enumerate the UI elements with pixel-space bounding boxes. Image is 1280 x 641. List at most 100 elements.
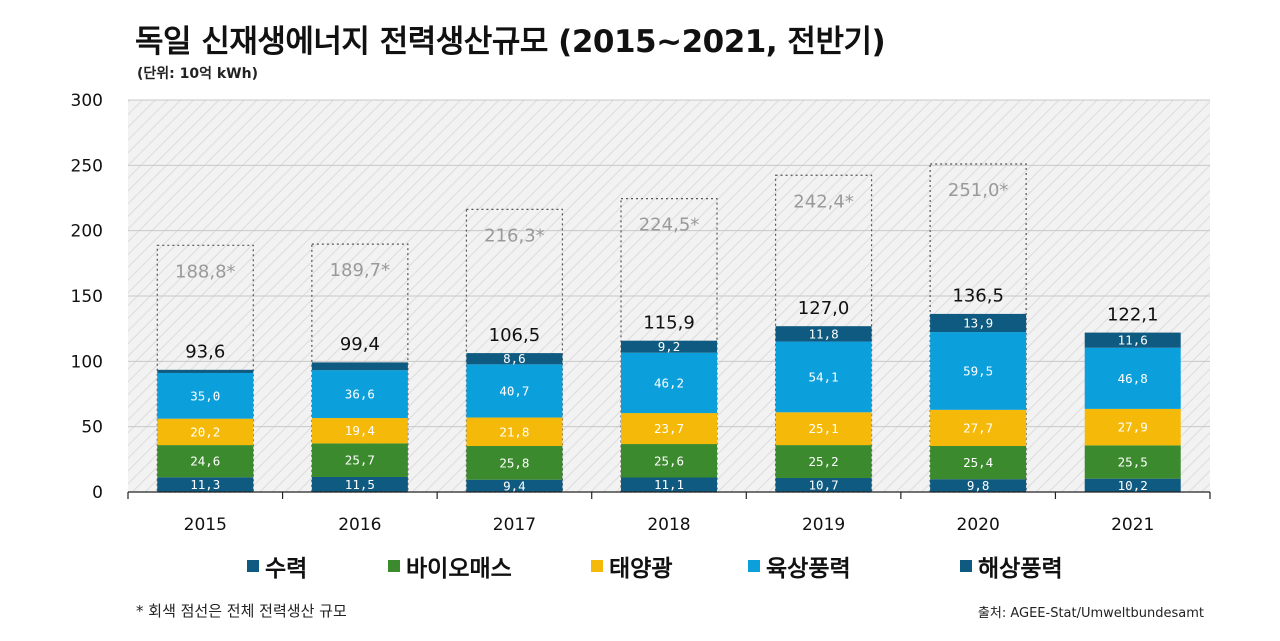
- data-label-onshore-wind: 40,7: [499, 383, 529, 398]
- legend-label-offshore-wind: 해상풍력: [978, 556, 1063, 582]
- square-marker-icon: [591, 560, 603, 572]
- overall-total-label: 216,3*: [484, 225, 545, 246]
- y-tick-label: 50: [81, 418, 103, 438]
- overall-total-label: 189,7*: [330, 260, 391, 281]
- unit-label: (단위: 10억 kWh): [137, 66, 258, 82]
- y-tick-label: 0: [92, 483, 103, 503]
- square-marker-icon: [247, 560, 259, 572]
- y-tick-label: 150: [71, 287, 103, 307]
- bar-segment-hydro: [157, 477, 254, 492]
- data-label-solar: 20,2: [190, 424, 220, 439]
- square-marker-icon: [748, 560, 760, 572]
- bar-segment-onshore-wind: [775, 341, 872, 413]
- bar-segment-offshore-wind: [466, 353, 563, 365]
- x-tick-label: 2019: [802, 515, 845, 535]
- data-label-solar: 19,4: [345, 423, 375, 438]
- total-label: 122,1: [1107, 304, 1159, 325]
- bar-segment-onshore-wind: [621, 352, 717, 414]
- bar-segment-hydro: [1084, 478, 1181, 492]
- overall-total-label: 242,4*: [793, 191, 854, 212]
- bar-segment-solar: [621, 413, 717, 445]
- bar-segment-biomass: [157, 445, 254, 478]
- data-label-biomass: 25,6: [654, 453, 684, 468]
- data-label-onshore-wind: 54,1: [809, 369, 839, 384]
- data-label-solar: 25,1: [809, 421, 839, 436]
- data-label-hydro: 10,2: [1118, 478, 1148, 493]
- bar-segment-solar: [311, 418, 408, 444]
- total-label: 106,5: [489, 325, 541, 346]
- bar-segment-hydro: [621, 477, 717, 492]
- bar-segment-onshore-wind: [930, 332, 1027, 410]
- legend-item-onshore-wind: 육상풍력: [748, 546, 851, 586]
- legend-label-biomass: 바이오매스: [406, 556, 512, 582]
- x-tick-label: 2016: [338, 515, 381, 535]
- data-label-hydro: 11,5: [345, 477, 375, 492]
- data-label-offshore-wind: 13,9: [963, 315, 993, 330]
- bar-segment-offshore-wind: [1084, 332, 1181, 348]
- legend-label-hydro: 수력: [265, 556, 308, 582]
- bar-segment-hydro: [930, 479, 1027, 492]
- legend-item-biomass: 바이오매스: [388, 546, 512, 586]
- source-note: 출처: AGEE-Stat/Umweltbundesamt: [977, 606, 1204, 621]
- total-label: 99,4: [340, 334, 380, 355]
- total-label: 127,0: [798, 298, 850, 319]
- bar-segment-hydro: [311, 476, 408, 492]
- data-label-solar: 27,9: [1118, 420, 1148, 435]
- data-label-solar: 21,8: [499, 424, 529, 439]
- data-label-onshore-wind: 46,2: [654, 375, 684, 390]
- square-marker-icon: [960, 560, 972, 572]
- overall-total-label: 224,5*: [639, 215, 700, 236]
- bar-segment-biomass: [311, 443, 408, 477]
- bar-segment-offshore-wind: [157, 369, 254, 373]
- bar-segment-hydro: [775, 478, 872, 492]
- bar-segment-biomass: [930, 446, 1027, 480]
- x-tick-label: 2018: [647, 515, 690, 535]
- bar-segment-onshore-wind: [466, 364, 563, 418]
- data-label-biomass: 25,4: [963, 455, 993, 470]
- bar-segment-biomass: [621, 444, 717, 478]
- data-label-onshore-wind: 59,5: [963, 363, 993, 378]
- x-tick-label: 2021: [1111, 515, 1154, 535]
- bar-segment-onshore-wind: [311, 370, 408, 419]
- data-label-offshore-wind: 11,8: [809, 326, 839, 341]
- data-label-solar: 23,7: [654, 421, 684, 436]
- data-label-onshore-wind: 35,0: [190, 388, 220, 403]
- footnote: * 회색 점선은 전체 전력생산 규모: [136, 602, 347, 620]
- bar-segment-solar: [775, 412, 872, 446]
- bar-segment-solar: [930, 409, 1027, 447]
- legend-item-solar: 태양광: [591, 546, 672, 586]
- stacked-bar-chart: 0 50 100 150 200 250 300 188,8* 11,3 24,6 20,2 35,0…: [71, 91, 1211, 535]
- chart-legend: 수력 바이오매스 태양광 육상풍력 해상풍력: [0, 546, 1280, 586]
- legend-item-offshore-wind: 해상풍력: [960, 546, 1063, 586]
- data-label-onshore-wind: 46,8: [1118, 371, 1148, 386]
- legend-label-solar: 태양광: [609, 556, 673, 582]
- bar-segment-biomass: [1084, 445, 1181, 479]
- legend-label-onshore-wind: 육상풍력: [766, 556, 851, 582]
- y-tick-label: 100: [71, 352, 103, 372]
- data-label-hydro: 10,7: [809, 478, 839, 493]
- data-label-biomass: 25,2: [809, 454, 839, 469]
- data-label-solar: 27,7: [963, 420, 993, 435]
- data-label-biomass: 25,7: [345, 453, 375, 468]
- data-label-offshore-wind: 9,2: [658, 339, 681, 354]
- bar-segment-onshore-wind: [1084, 347, 1181, 409]
- chart-title: 독일 신재생에너지 전력생산규모 (2015~2021, 전반기): [135, 24, 886, 60]
- x-tick-label: 2017: [493, 515, 536, 535]
- square-marker-icon: [388, 560, 400, 572]
- y-tick-label: 300: [71, 91, 103, 111]
- data-label-onshore-wind: 36,6: [345, 387, 375, 402]
- bar-segment-offshore-wind: [930, 313, 1027, 333]
- bar-segment-onshore-wind: [157, 372, 254, 419]
- overall-total-label: 188,8*: [175, 261, 236, 282]
- data-label-hydro: 9,4: [503, 478, 526, 493]
- bar-segment-hydro: [466, 479, 563, 492]
- data-label-biomass: 24,6: [190, 454, 220, 469]
- x-tick-label: 2020: [957, 515, 1000, 535]
- data-label-offshore-wind: 11,6: [1118, 333, 1148, 348]
- total-label: 136,5: [952, 286, 1004, 307]
- bar-segment-offshore-wind: [775, 326, 872, 342]
- total-label: 93,6: [185, 342, 225, 363]
- data-label-hydro: 11,1: [654, 477, 684, 492]
- data-label-biomass: 25,8: [499, 455, 529, 470]
- y-tick-label: 200: [71, 222, 103, 242]
